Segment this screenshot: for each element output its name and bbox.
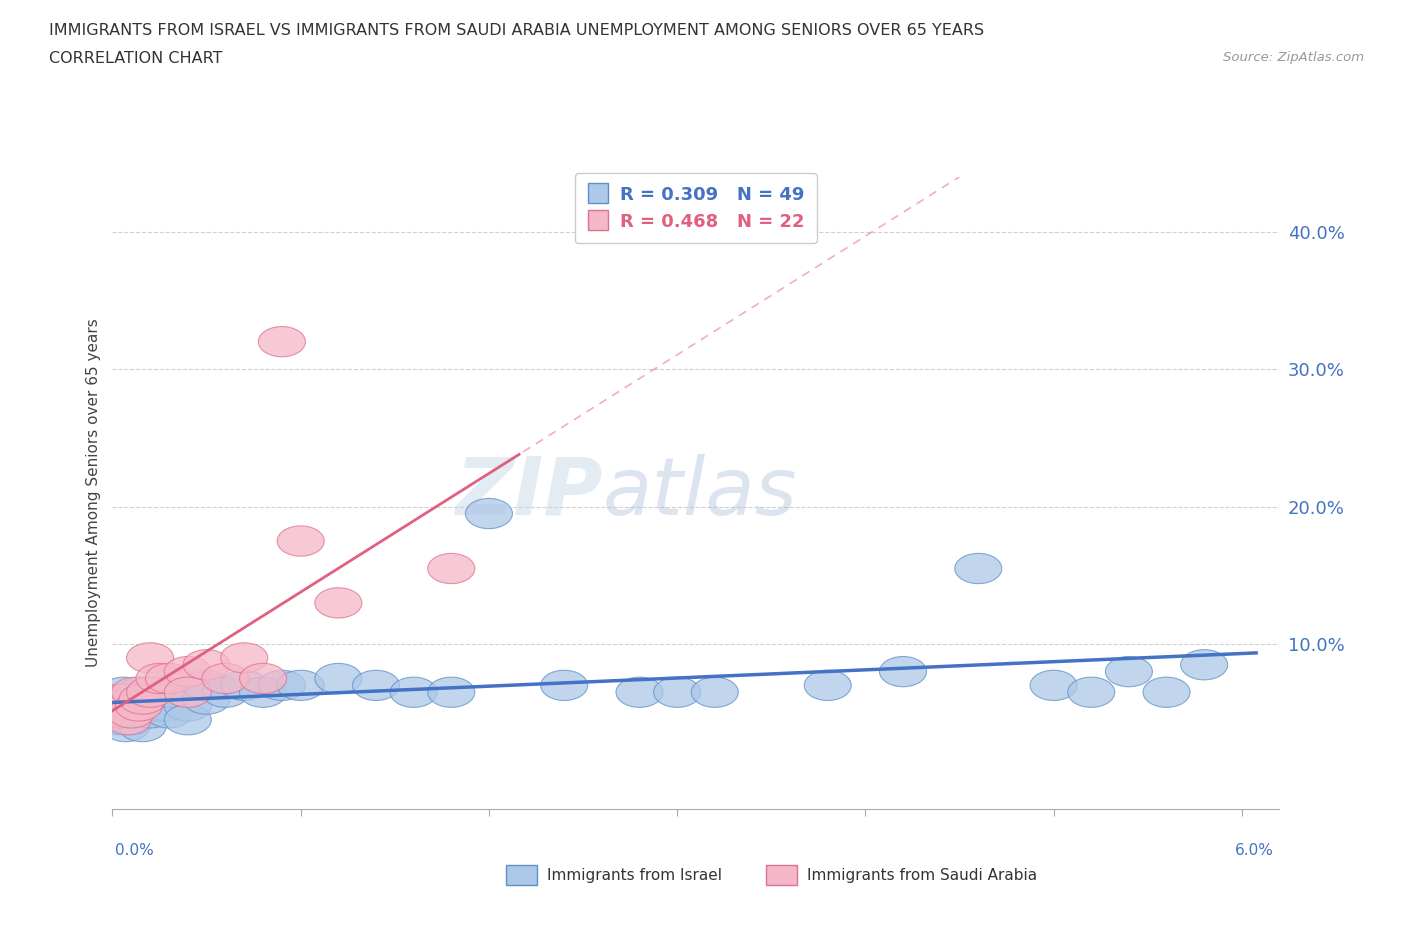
- Ellipse shape: [1105, 657, 1153, 686]
- Ellipse shape: [145, 684, 193, 714]
- Ellipse shape: [94, 705, 142, 735]
- Ellipse shape: [145, 677, 193, 708]
- Ellipse shape: [97, 698, 143, 728]
- Ellipse shape: [115, 691, 162, 721]
- Ellipse shape: [131, 677, 177, 708]
- Ellipse shape: [183, 671, 231, 700]
- Y-axis label: Unemployment Among Seniors over 65 years: Unemployment Among Seniors over 65 years: [86, 318, 101, 667]
- Ellipse shape: [120, 711, 166, 742]
- Ellipse shape: [145, 691, 193, 721]
- Ellipse shape: [221, 643, 267, 673]
- Text: Source: ZipAtlas.com: Source: ZipAtlas.com: [1223, 51, 1364, 64]
- Text: Immigrants from Israel: Immigrants from Israel: [547, 868, 721, 883]
- Ellipse shape: [221, 671, 267, 700]
- Ellipse shape: [427, 677, 475, 708]
- Ellipse shape: [239, 677, 287, 708]
- Ellipse shape: [183, 650, 231, 680]
- Ellipse shape: [353, 671, 399, 700]
- Ellipse shape: [165, 657, 211, 686]
- Ellipse shape: [145, 698, 193, 728]
- Ellipse shape: [103, 711, 149, 742]
- Ellipse shape: [315, 588, 361, 618]
- Text: 6.0%: 6.0%: [1234, 844, 1274, 858]
- Ellipse shape: [202, 677, 249, 708]
- Ellipse shape: [955, 553, 1002, 584]
- Text: IMMIGRANTS FROM ISRAEL VS IMMIGRANTS FROM SAUDI ARABIA UNEMPLOYMENT AMONG SENIOR: IMMIGRANTS FROM ISRAEL VS IMMIGRANTS FRO…: [49, 23, 984, 38]
- Ellipse shape: [115, 691, 162, 721]
- Ellipse shape: [239, 663, 287, 694]
- Ellipse shape: [541, 671, 588, 700]
- Ellipse shape: [97, 684, 143, 714]
- Ellipse shape: [108, 698, 155, 728]
- Ellipse shape: [120, 684, 166, 714]
- Ellipse shape: [880, 657, 927, 686]
- Ellipse shape: [104, 691, 150, 721]
- Ellipse shape: [1143, 677, 1189, 708]
- Text: 0.0%: 0.0%: [115, 844, 155, 858]
- Ellipse shape: [100, 684, 148, 714]
- Ellipse shape: [136, 663, 183, 694]
- Ellipse shape: [277, 525, 325, 556]
- Ellipse shape: [111, 677, 159, 708]
- Ellipse shape: [692, 677, 738, 708]
- Ellipse shape: [98, 698, 145, 728]
- Legend: R = 0.309   N = 49, R = 0.468   N = 22: R = 0.309 N = 49, R = 0.468 N = 22: [575, 173, 817, 244]
- Ellipse shape: [165, 677, 211, 708]
- Ellipse shape: [465, 498, 512, 528]
- Ellipse shape: [111, 684, 159, 714]
- Ellipse shape: [93, 691, 139, 721]
- Ellipse shape: [114, 698, 160, 728]
- Ellipse shape: [315, 663, 361, 694]
- Ellipse shape: [127, 698, 174, 728]
- Ellipse shape: [165, 691, 211, 721]
- Ellipse shape: [427, 553, 475, 584]
- Ellipse shape: [654, 677, 700, 708]
- Ellipse shape: [122, 691, 170, 721]
- Ellipse shape: [259, 671, 305, 700]
- Text: ZIP: ZIP: [456, 454, 603, 532]
- Text: Immigrants from Saudi Arabia: Immigrants from Saudi Arabia: [807, 868, 1038, 883]
- Ellipse shape: [104, 705, 150, 735]
- Ellipse shape: [145, 663, 193, 694]
- Ellipse shape: [389, 677, 437, 708]
- Ellipse shape: [1181, 650, 1227, 680]
- Ellipse shape: [804, 671, 851, 700]
- Ellipse shape: [259, 326, 305, 357]
- Ellipse shape: [117, 677, 165, 708]
- Ellipse shape: [1031, 671, 1077, 700]
- Ellipse shape: [165, 705, 211, 735]
- Ellipse shape: [127, 677, 174, 708]
- Ellipse shape: [616, 677, 664, 708]
- Ellipse shape: [127, 684, 174, 714]
- Ellipse shape: [100, 677, 148, 708]
- Ellipse shape: [93, 691, 139, 721]
- Ellipse shape: [136, 691, 183, 721]
- Ellipse shape: [127, 643, 174, 673]
- Ellipse shape: [108, 698, 155, 728]
- Text: atlas: atlas: [603, 454, 797, 532]
- Ellipse shape: [277, 671, 325, 700]
- Text: CORRELATION CHART: CORRELATION CHART: [49, 51, 222, 66]
- Ellipse shape: [183, 684, 231, 714]
- Ellipse shape: [1067, 677, 1115, 708]
- Ellipse shape: [108, 705, 155, 735]
- Ellipse shape: [202, 663, 249, 694]
